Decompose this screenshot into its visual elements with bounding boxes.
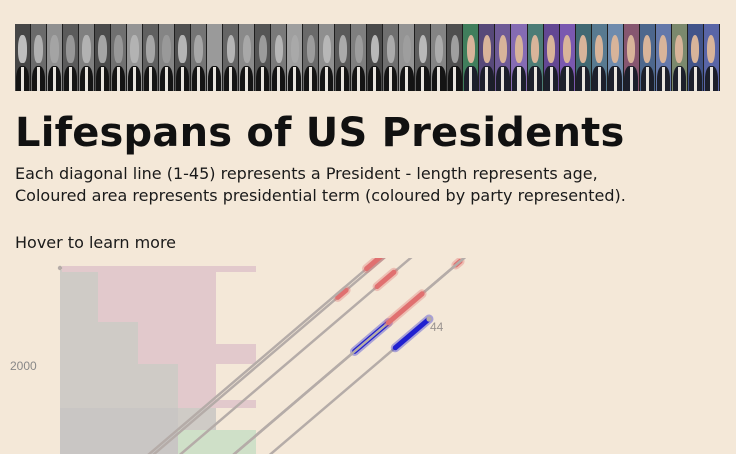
area-pink-ext-2 [178, 316, 216, 322]
president-portrait [383, 24, 399, 91]
president-portrait [367, 24, 383, 91]
president-portrait [15, 24, 31, 91]
president-portrait [271, 24, 287, 91]
president-portrait [95, 24, 111, 91]
president-portrait [479, 24, 495, 91]
president-portrait-strip [15, 24, 720, 91]
president-portrait [63, 24, 79, 91]
y-tick-label: 2000 [10, 359, 37, 373]
president-portrait [528, 24, 544, 91]
president-portrait [223, 24, 239, 91]
president-portrait [351, 24, 367, 91]
area-pink-2 [138, 322, 216, 364]
subtitle-line-1: Each diagonal line (1-45) represents a P… [15, 164, 598, 183]
president-portrait [688, 24, 704, 91]
lifespan-chart[interactable]: 2000 4445413840 [0, 258, 736, 454]
president-portrait [495, 24, 511, 91]
president-portrait [207, 24, 223, 91]
page-subtitle: Each diagonal line (1-45) represents a P… [15, 163, 626, 207]
president-portrait [447, 24, 463, 91]
president-44-label: 44 [430, 320, 444, 334]
president-portrait [624, 24, 640, 91]
hover-hint: Hover to learn more [15, 233, 176, 252]
axis-origin-dot [58, 266, 62, 270]
president-portrait [463, 24, 479, 91]
president-portrait [560, 24, 576, 91]
president-portrait [303, 24, 319, 91]
president-portrait [576, 24, 592, 91]
area-pink-ext-1 [216, 266, 256, 272]
president-portrait [143, 24, 159, 91]
president-portrait [47, 24, 63, 91]
page-title: Lifespans of US Presidents [15, 110, 624, 156]
president-portrait [640, 24, 656, 91]
president-portrait [672, 24, 688, 91]
president-44-term[interactable] [395, 319, 429, 348]
area-pink-1 [98, 272, 216, 322]
president-portrait [127, 24, 143, 91]
party-area [60, 266, 256, 454]
president-43-term[interactable] [388, 294, 422, 323]
president-45-label: 45 [474, 258, 488, 261]
president-portrait [592, 24, 608, 91]
president-portrait [431, 24, 447, 91]
president-portrait [335, 24, 351, 91]
president-portrait [544, 24, 560, 91]
president-portrait [704, 24, 720, 91]
president-portrait [656, 24, 672, 91]
president-portrait [399, 24, 415, 91]
area-pink-ext-3 [216, 344, 256, 364]
president-portrait [31, 24, 47, 91]
president-portrait [239, 24, 255, 91]
president-portrait [255, 24, 271, 91]
president-portrait [191, 24, 207, 91]
president-portrait [415, 24, 431, 91]
president-portrait [608, 24, 624, 91]
subtitle-line-2: Coloured area represents presidential te… [15, 186, 626, 205]
area-green [178, 430, 256, 454]
president-portrait [175, 24, 191, 91]
president-portrait [79, 24, 95, 91]
president-portrait [111, 24, 127, 91]
president-portrait [319, 24, 335, 91]
president-portrait [287, 24, 303, 91]
president-portrait [511, 24, 527, 91]
president-portrait [159, 24, 175, 91]
